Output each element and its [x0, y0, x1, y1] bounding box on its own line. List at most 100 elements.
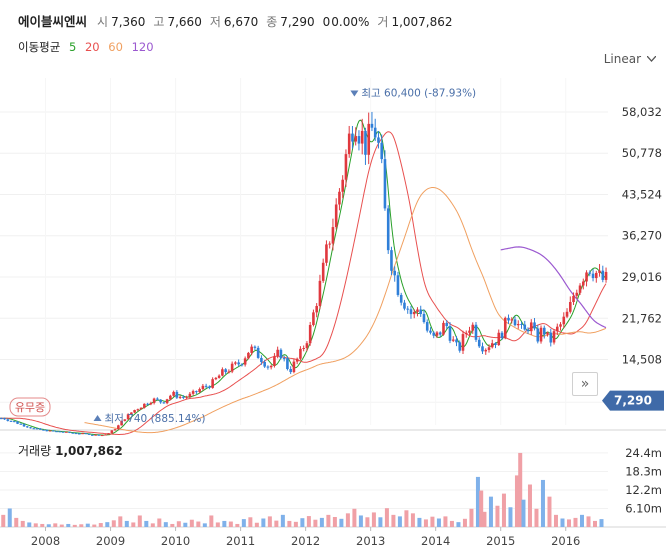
volume-bar: [72, 524, 77, 527]
price-tick-label: 58,032: [622, 105, 662, 119]
close-label: 종: [266, 15, 278, 29]
stock-name: 에이블씨엔씨: [18, 14, 88, 29]
candle-body: [42, 429, 45, 431]
volume-bar: [319, 517, 324, 527]
scroll-to-latest-button[interactable]: »: [572, 372, 598, 396]
candle-body: [123, 419, 127, 421]
candle-body: [126, 414, 130, 420]
volume-bar: [488, 496, 493, 527]
candle-body: [477, 339, 481, 347]
quote-header: 에이블씨엔씨 시 7,360 고 7,660 저 6,670 종 7,290 0…: [18, 11, 461, 29]
volume-bar: [111, 520, 116, 527]
volume-bar: [430, 516, 435, 527]
candle-body: [32, 428, 36, 430]
candle-body: [175, 391, 179, 398]
candle-body: [458, 342, 462, 351]
candle-body: [468, 330, 471, 333]
candle-body: [377, 137, 380, 143]
candle-body: [195, 391, 198, 393]
candle-body: [455, 339, 458, 343]
candle-body: [481, 346, 484, 352]
scale-toggle[interactable]: Linear: [604, 52, 656, 66]
candle-body: [393, 270, 397, 276]
candle-body: [97, 434, 101, 436]
candle-body: [263, 362, 266, 367]
volume-bar: [404, 510, 409, 527]
candle-body: [367, 123, 371, 155]
candle-body: [390, 250, 393, 271]
candle-body: [198, 389, 201, 393]
candle-body: [331, 227, 335, 244]
volume-bar: [553, 514, 558, 527]
candle-body: [523, 324, 527, 330]
volume-bar: [371, 512, 376, 527]
candle-body: [448, 326, 452, 341]
volume-bar: [365, 517, 370, 527]
volume-bar: [358, 515, 363, 527]
volume-bar: [79, 524, 84, 527]
candle-body: [461, 334, 465, 351]
time-tick-label: 2016: [551, 534, 580, 548]
candle-body: [578, 285, 582, 293]
current-price-label: 7,290: [614, 394, 652, 408]
time-tick-label: 2008: [31, 534, 60, 548]
volume-bar: [378, 517, 383, 527]
candle-body: [243, 358, 247, 365]
candle-body: [419, 309, 423, 314]
volume-bar: [527, 484, 532, 527]
candle-body: [169, 395, 172, 400]
candle-body: [565, 311, 569, 317]
volume-value: 1,007,862: [391, 15, 453, 29]
candle-body: [152, 398, 156, 403]
candle-body: [484, 349, 488, 352]
open-label: 시: [97, 15, 109, 29]
low-label: 저: [209, 15, 221, 29]
volume-bar: [261, 518, 266, 527]
volume-bar: [254, 522, 259, 527]
candle-body: [588, 272, 592, 274]
candle-body: [94, 434, 97, 436]
candle-body: [601, 270, 605, 280]
volume-bar: [384, 508, 389, 527]
volume-bar: [462, 518, 467, 527]
volume-bar: [586, 516, 591, 527]
candle-body: [490, 343, 494, 348]
candle-body: [48, 430, 52, 432]
candle-body: [302, 348, 305, 350]
time-tick-label: 2010: [161, 534, 190, 548]
volume-bar: [124, 520, 129, 527]
candle-body: [406, 308, 410, 310]
volume-panel-value: 1,007,862: [55, 444, 123, 458]
high-value: 7,660: [167, 15, 202, 29]
candle-body: [13, 421, 16, 423]
volume-bar: [131, 522, 136, 527]
volume-bar: [592, 520, 597, 527]
volume-bar: [495, 505, 500, 527]
candle-body: [585, 272, 588, 282]
candle-body: [435, 332, 439, 336]
candle-body: [581, 281, 585, 286]
candle-body: [575, 292, 579, 296]
candle-body: [308, 324, 312, 344]
volume-bar: [300, 518, 305, 527]
candle-body: [315, 305, 318, 313]
volume-bar: [59, 524, 64, 527]
candle-body: [572, 295, 575, 303]
candle-body: [87, 433, 91, 435]
volume-bar: [144, 520, 149, 527]
candle-body: [191, 391, 195, 394]
candle-body: [230, 363, 234, 372]
candle-body: [474, 324, 478, 340]
double-chevron-right-icon: »: [580, 376, 590, 392]
candle-body: [526, 329, 530, 332]
candle-body: [201, 385, 205, 390]
volume-bar: [579, 514, 584, 527]
volume-bar: [479, 490, 484, 527]
candle-body: [282, 358, 286, 360]
volume-bar: [170, 523, 175, 527]
volume-bar: [339, 518, 344, 527]
volume-bar: [436, 518, 441, 527]
volume-bar: [449, 520, 454, 527]
candle-body: [364, 130, 367, 155]
